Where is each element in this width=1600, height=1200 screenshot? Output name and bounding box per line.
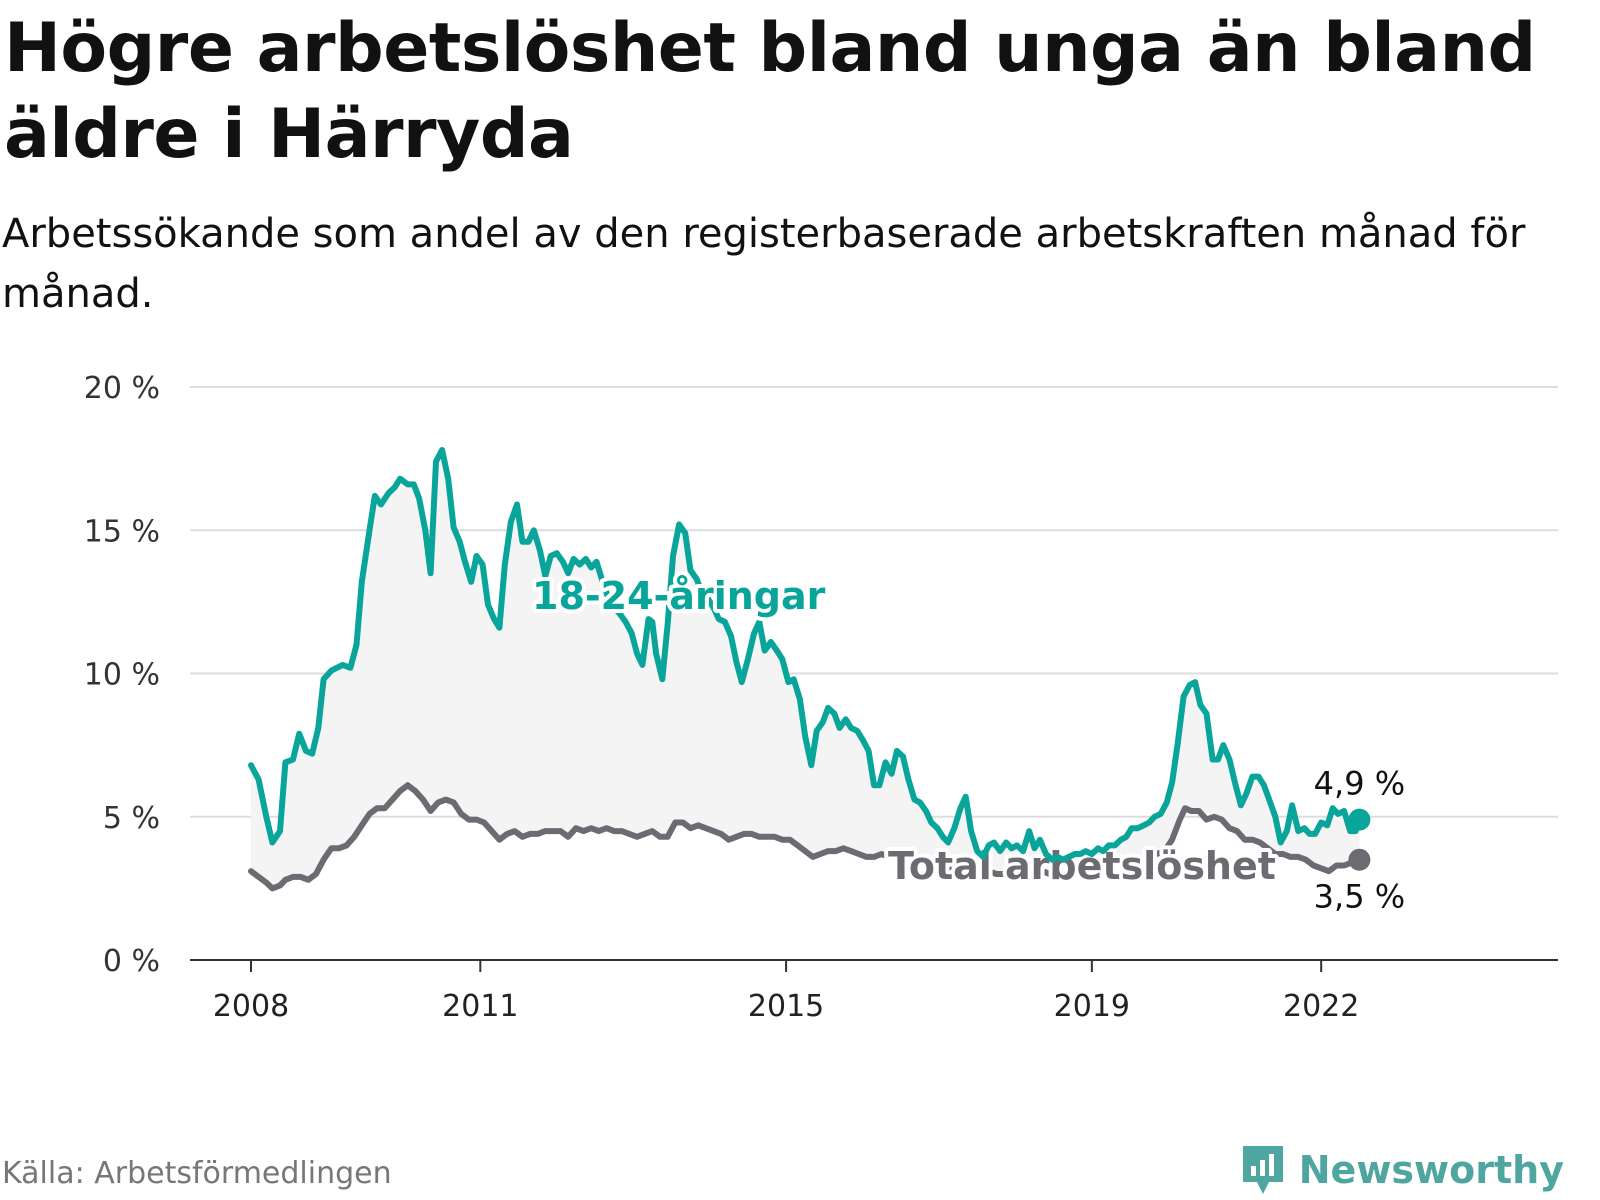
brand-logo: Newsworthy xyxy=(1239,1140,1564,1200)
series-label-total: Total arbetslöshet xyxy=(888,844,1276,888)
source-note: Källa: Arbetsförmedlingen xyxy=(2,1156,392,1191)
x-axis: 2008 2011 2015 2019 2022 xyxy=(190,959,1558,1024)
series-label-youth: 18-24-åringar xyxy=(532,574,826,618)
line-chart: 0 % 5 % 10 % 15 % 20 % Total arbetslöshet 18… xyxy=(84,371,1558,1024)
y-tick-label: 15 % xyxy=(84,514,160,549)
y-tick-label: 20 % xyxy=(84,371,160,406)
x-tick-label: 2015 xyxy=(748,989,824,1024)
series-end-point-youth xyxy=(1348,808,1371,831)
chart-title: Högre arbetslöshet bland unga än bland ä… xyxy=(4,9,1536,174)
difference-band xyxy=(251,450,1360,889)
y-tick-label: 0 % xyxy=(103,944,160,979)
brand-name: Newsworthy xyxy=(1298,1148,1564,1192)
series-end-point-total xyxy=(1348,848,1371,871)
y-tick-label: 5 % xyxy=(103,801,160,836)
y-tick-label: 10 % xyxy=(84,658,160,693)
x-tick-label: 2019 xyxy=(1054,989,1130,1024)
series-line-total xyxy=(248,782,1363,892)
grid-lines: 0 % 5 % 10 % 15 % 20 % xyxy=(84,371,1558,979)
x-tick-label: 2022 xyxy=(1283,989,1359,1024)
series-end-label-youth: 4,9 % xyxy=(1314,765,1405,803)
series-end-label-total: 3,5 % xyxy=(1314,878,1405,916)
series-line-youth xyxy=(248,447,1363,863)
chart-subtitle: Arbetssökande som andel av den registerb… xyxy=(2,211,1526,317)
x-tick-label: 2008 xyxy=(213,989,289,1024)
x-tick-label: 2011 xyxy=(442,989,518,1024)
newsworthy-logo-icon xyxy=(1242,1146,1283,1194)
